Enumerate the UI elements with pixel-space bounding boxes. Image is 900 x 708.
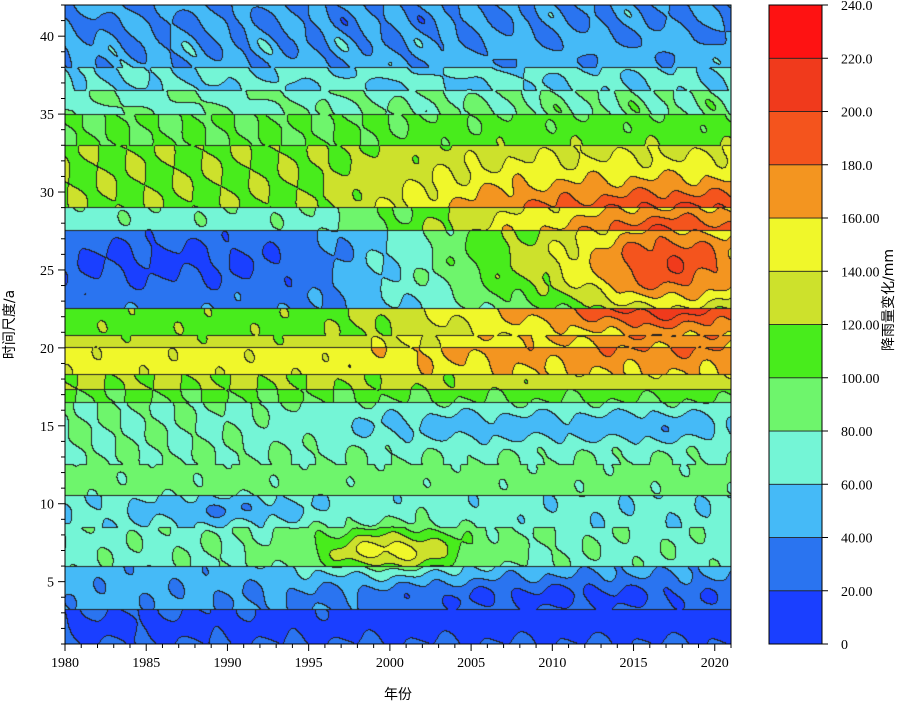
y-tick-label: 25 — [40, 264, 54, 279]
colorbar-tick-label: 60.00 — [841, 478, 873, 493]
x-tick-label: 1985 — [132, 656, 160, 671]
x-tick-label: 2000 — [376, 656, 404, 671]
x-tick-label: 2005 — [457, 656, 485, 671]
colorbar-tick-label: 20.00 — [841, 585, 873, 600]
colorbar-swatch — [768, 377, 823, 432]
colorbar-tick-label: 0 — [841, 638, 848, 653]
y-tick-label: 40 — [40, 30, 54, 45]
colorbar-swatch — [768, 430, 823, 485]
y-tick-label: 5 — [47, 576, 54, 591]
colorbar-tick-label: 40.00 — [841, 532, 873, 547]
y-tick-label: 15 — [40, 420, 54, 435]
colorbar-swatch — [768, 164, 823, 219]
colorbar-swatch — [768, 324, 823, 379]
x-tick-label: 2020 — [701, 656, 729, 671]
plot-frame — [64, 4, 732, 645]
y-tick-label: 10 — [40, 498, 54, 513]
colorbar-swatch — [768, 537, 823, 592]
x-tick-label: 1980 — [51, 656, 79, 671]
colorbar-tick-label: 160.00 — [841, 212, 880, 227]
colorbar-swatch — [768, 111, 823, 166]
x-tick-label: 2015 — [620, 656, 648, 671]
colorbar-swatch — [768, 4, 823, 59]
colorbar: 0 20.00 40.00 60.00 80.00 100.00 120.00 140.00 1… — [768, 0, 880, 653]
colorbar-tick-label: 120.00 — [841, 319, 880, 334]
colorbar-tick-label: 180.0 — [841, 159, 873, 174]
colorbar-swatch — [768, 270, 823, 325]
colorbar-tick-label: 80.00 — [841, 425, 873, 440]
y-tick-label: 35 — [40, 108, 54, 123]
y-tick-label: 30 — [40, 186, 54, 201]
colorbar-tick-label: 100.00 — [841, 372, 880, 387]
colorbar-tick-label: 220.0 — [841, 52, 873, 67]
y-axis-title: 时间尺度/a — [2, 290, 18, 359]
x-axis-title: 年份 — [384, 687, 412, 703]
x-axis: 1980 1985 1990 1995 2000 2005 2010 2015 2020 — [51, 644, 732, 671]
x-tick-label: 2010 — [538, 656, 566, 671]
colorbar-swatch — [768, 483, 823, 538]
contour-field — [65, 5, 731, 644]
colorbar-swatch — [768, 217, 823, 272]
colorbar-tick-label: 140.00 — [841, 265, 880, 280]
colorbar-swatch — [768, 57, 823, 112]
colorbar-tick-label: 240.0 — [841, 0, 873, 14]
y-axis: 5 10 15 20 25 30 35 40 — [40, 4, 65, 645]
x-tick-label: 1995 — [295, 656, 323, 671]
colorbar-swatch — [768, 590, 823, 645]
y-tick-label: 20 — [40, 342, 54, 357]
x-tick-label: 1990 — [213, 656, 241, 671]
colorbar-tick-label: 200.0 — [841, 106, 873, 121]
plot-area — [64, 4, 732, 645]
colorbar-title: 降雨量变化/mm — [881, 249, 897, 351]
